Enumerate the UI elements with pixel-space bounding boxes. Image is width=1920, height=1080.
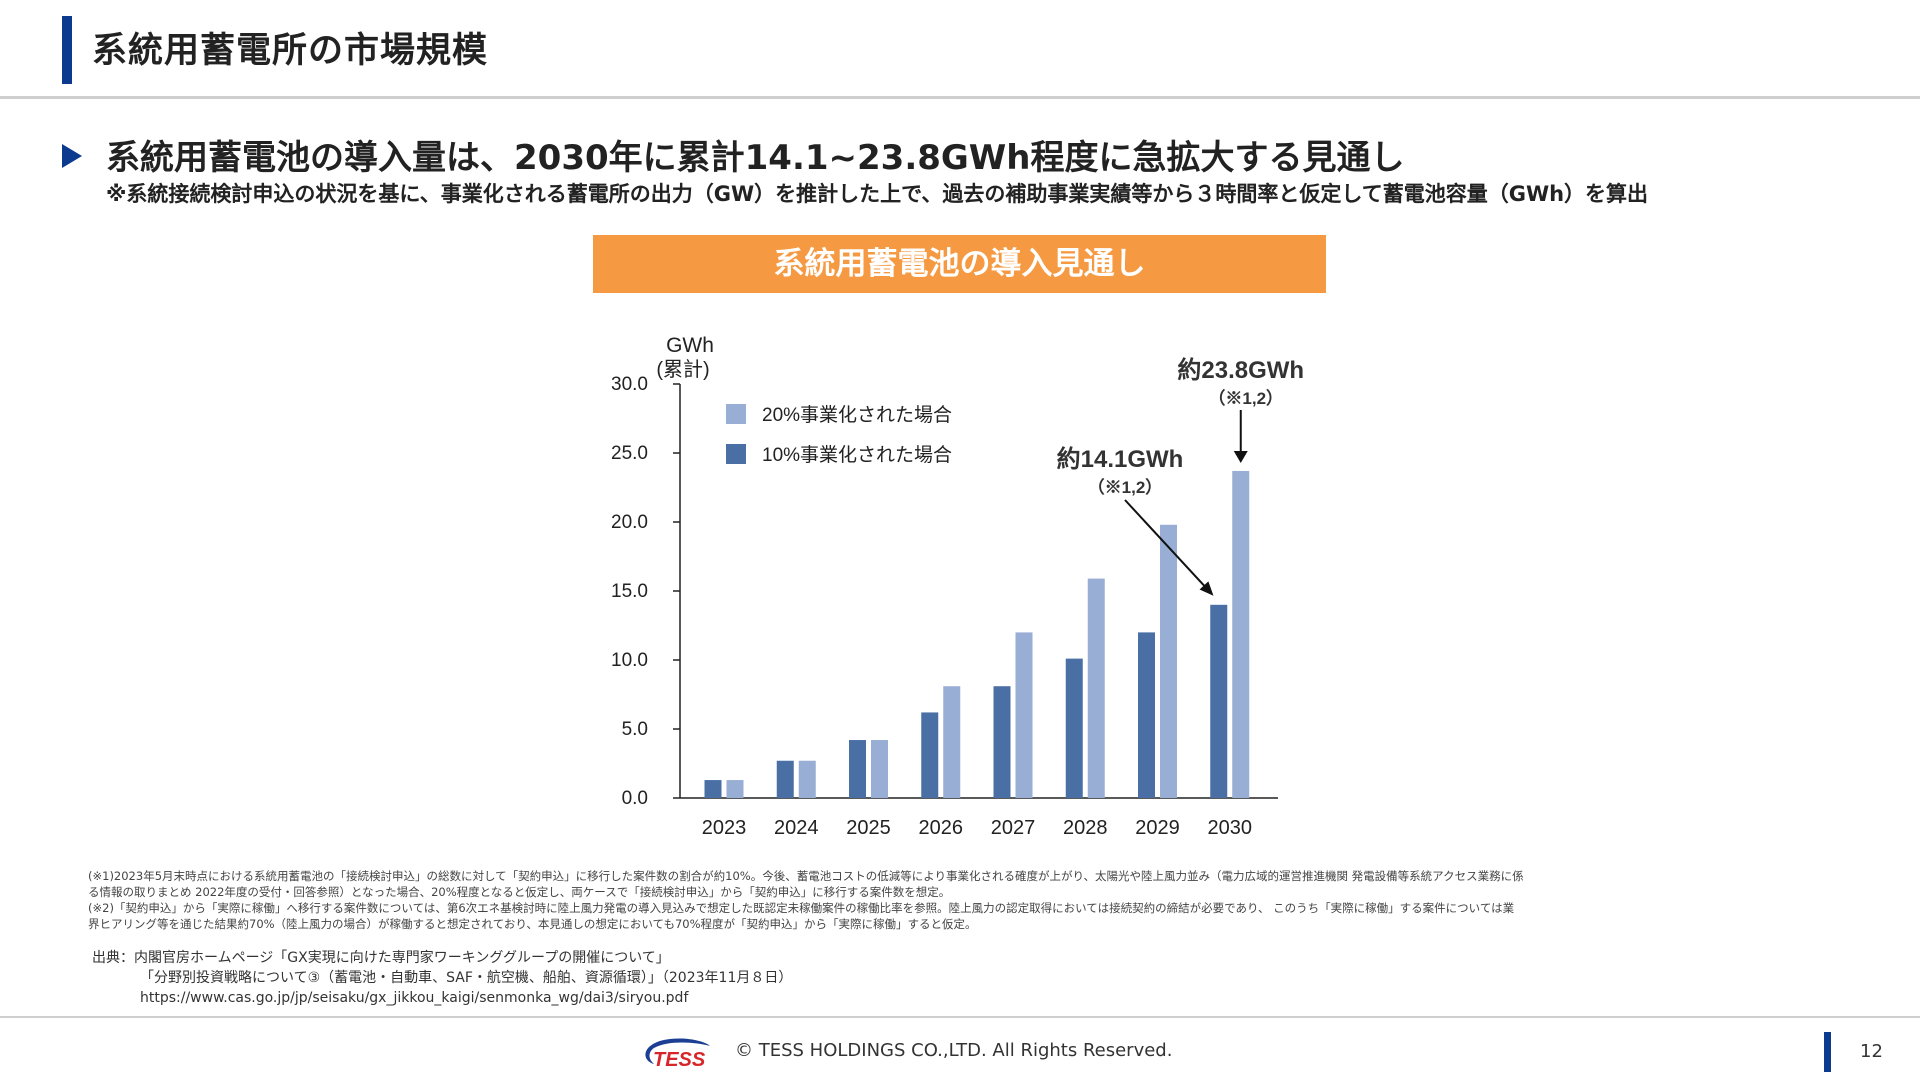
bar-2029-series-1 (1160, 524, 1177, 798)
page-title: 系統用蓄電所の市場規模 (92, 31, 489, 71)
bar-2024-series-0 (776, 760, 794, 798)
bar-2026-series-0 (921, 712, 939, 798)
x-tick-label: 2027 (991, 817, 1036, 839)
legend-swatch (726, 444, 746, 464)
y-tick-label: 15.0 (611, 581, 648, 602)
legend-label: 20%事業化された場合 (762, 404, 952, 426)
y-tick-label: 10.0 (611, 650, 648, 671)
header-divider (0, 96, 1920, 99)
copyright: © TESS HOLDINGS CO.,LTD. All Rights Rese… (735, 1040, 1173, 1061)
y-tick-label: 30.0 (611, 374, 648, 395)
page-number-accent-bar (1824, 1032, 1831, 1072)
annotation-sublabel: （※1,2） (1088, 477, 1163, 497)
bar-2023-series-1 (726, 780, 744, 798)
x-tick-label: 2025 (846, 817, 891, 839)
footnotes: (※1)2023年5月末時点における系統用蓄電池の「接続検討申込」の総数に対して… (88, 868, 1848, 932)
source-citation: 出典：内閣官房ホームページ「GX実現に向けた専門家ワーキンググループの開催につい… (92, 948, 792, 1008)
legend-swatch (726, 404, 746, 424)
y-tick-label: 5.0 (622, 719, 648, 740)
bar-2030-series-1 (1232, 470, 1250, 798)
bar-2030-series-0 (1210, 604, 1228, 798)
annotation-arrow-line (1124, 499, 1212, 594)
bar-2023-series-0 (704, 780, 722, 798)
method-note: ※系統接続検討申込の状況を基に、事業化される蓄電所の出力（GW）を推計した上で、… (106, 182, 1649, 206)
legend-label: 10%事業化された場合 (762, 444, 952, 466)
title-accent-bar (62, 16, 72, 84)
annotation-label: 約23.8GWh (1177, 356, 1304, 384)
annotation-arrow-head (1199, 581, 1214, 596)
x-tick-label: 2028 (1063, 817, 1108, 839)
page-number: 12 (1860, 1041, 1883, 1062)
bar-2025-series-0 (849, 740, 866, 798)
footnote-line: (※2)「契約申込」から「実際に稼働」へ移行する案件数については、第6次エネ基検… (88, 901, 1515, 915)
footnote-line: (※1)2023年5月末時点における系統用蓄電池の「接続検討申込」の総数に対して… (88, 869, 1524, 883)
x-tick-label: 2024 (774, 817, 819, 839)
annotation-arrow-head (1233, 450, 1248, 463)
bar-2029-series-0 (1138, 632, 1155, 798)
y-axis-sublabel: (累計) (656, 358, 709, 381)
x-tick-label: 2026 (919, 817, 964, 839)
headline: 系統用蓄電池の導入量は、2030年に累計14.1~23.8GWh程度に急拡大する… (106, 138, 1405, 178)
bar-2027-series-0 (993, 686, 1011, 798)
x-tick-label: 2030 (1208, 817, 1253, 839)
x-tick-label: 2029 (1135, 817, 1180, 839)
footnote-line: 界ヒアリング等を通じた結果約70%（陸上風力の場合）が稼働すると想定されており、… (88, 917, 977, 931)
source-label: 出典： (92, 950, 134, 966)
source-url[interactable]: https://www.cas.go.jp/jp/seisaku/gx_jikk… (140, 990, 689, 1006)
source-line-1: 内閣官房ホームページ「GX実現に向けた専門家ワーキンググループの開催について」 (134, 950, 670, 966)
y-tick-label: 25.0 (611, 443, 648, 464)
logo-text: TESS (653, 1049, 706, 1070)
tess-logo: TESS (645, 1038, 710, 1070)
annotation-label: 約14.1GWh (1057, 445, 1184, 473)
x-tick-label: 2023 (702, 817, 747, 839)
triangle-bullet-icon (62, 144, 82, 168)
bar-chart: 0.0 5.0 10.0 15.0 20.0 25.0 30.0 GWh(累計) 2023 202… (611, 334, 1304, 839)
chart-title-banner: 系統用蓄電池の導入見通し (593, 235, 1326, 293)
bar-2027-series-1 (1015, 632, 1033, 798)
footnote-line: る情報の取りまとめ 2022年度の受付・回答参照）となった場合、20%程度となる… (88, 885, 951, 899)
bar-2028-series-0 (1065, 658, 1083, 798)
y-axis-label: GWh (666, 334, 714, 357)
annotation-sublabel: （※1,2） (1208, 388, 1283, 408)
y-tick-label: 20.0 (611, 512, 648, 533)
bar-2026-series-1 (943, 686, 961, 798)
bar-2024-series-1 (798, 760, 816, 798)
bar-2025-series-1 (871, 740, 888, 798)
footer-divider (0, 1016, 1920, 1018)
source-line-2: 「分野別投資戦略について③（蓄電池・自動車、SAF・航空機、船舶、資源循環）」（… (140, 970, 793, 986)
bar-2028-series-1 (1087, 578, 1105, 798)
y-tick-label: 0.0 (622, 788, 648, 809)
